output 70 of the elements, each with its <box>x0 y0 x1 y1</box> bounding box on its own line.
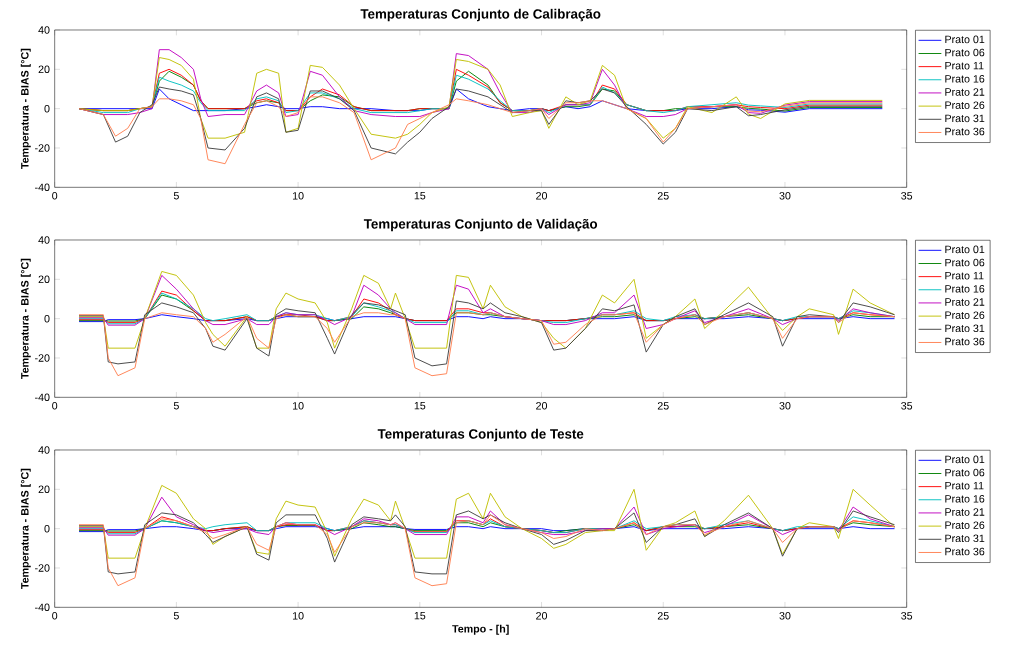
x-tick-label: 15 <box>414 402 426 410</box>
legend-label: Prato 11 <box>945 271 984 280</box>
legend-label: Prato 26 <box>945 521 985 529</box>
y-tick-label: -40 <box>35 393 50 402</box>
x-tick-label: 20 <box>536 402 548 410</box>
legend-label: Prato 16 <box>945 75 985 83</box>
x-tick-label: 10 <box>292 612 304 620</box>
x-tick-label: 10 <box>292 192 304 200</box>
y-tick-label: 20 <box>38 485 50 494</box>
legend-label: Prato 21 <box>945 88 985 96</box>
x-tick-label: 5 <box>173 402 179 410</box>
legend-label: Prato 31 <box>945 534 985 543</box>
x-tick-label: 15 <box>414 612 426 620</box>
x-tick-label: 30 <box>779 612 791 620</box>
legend-label: Prato 11 <box>945 481 984 490</box>
chart-title: Temperaturas Conjunto de Teste <box>377 428 584 442</box>
legend-label: Prato 16 <box>945 495 985 503</box>
y-tick-label: -20 <box>35 354 50 362</box>
y-tick-label: 20 <box>38 65 50 74</box>
x-tick-label: 15 <box>414 192 426 200</box>
legend-label: Prato 11 <box>945 61 984 70</box>
legend-label: Prato 31 <box>945 324 985 333</box>
legend-label: Prato 01 <box>945 245 985 254</box>
chart-title: Temperaturas Conjunto de Validação <box>363 218 598 232</box>
x-tick-label: 30 <box>779 402 791 410</box>
x-tick-label: 20 <box>536 612 548 620</box>
y-tick-label: -20 <box>35 144 50 152</box>
legend-label: Prato 21 <box>945 508 985 516</box>
legend-label: Prato 36 <box>945 127 985 136</box>
y-axis-title: Temperatura - BIAS [°C] <box>20 468 31 589</box>
y-tick-label: 0 <box>44 524 50 533</box>
x-tick-label: 25 <box>657 402 669 410</box>
x-tick-label: 35 <box>901 612 913 620</box>
x-tick-label: 0 <box>52 402 58 410</box>
legend-label: Prato 01 <box>945 455 985 464</box>
x-tick-label: 35 <box>901 402 913 410</box>
y-axis-title: Temperatura - BIAS [°C] <box>20 258 31 379</box>
y-tick-label: 0 <box>44 104 50 113</box>
legend-label: Prato 01 <box>945 35 985 44</box>
legend-label: Prato 06 <box>945 468 985 477</box>
x-tick-label: 30 <box>779 192 791 200</box>
x-tick-label: 10 <box>292 402 304 410</box>
y-axis-title: Temperatura - BIAS [°C] <box>20 48 31 169</box>
y-tick-label: 0 <box>44 314 50 323</box>
y-tick-label: -40 <box>35 603 50 612</box>
chart-title: Temperaturas Conjunto de Calibração <box>360 8 601 22</box>
legend-label: Prato 36 <box>945 547 985 556</box>
x-tick-label: 0 <box>52 612 58 620</box>
y-tick-label: -40 <box>35 183 50 192</box>
legend-label: Prato 36 <box>945 337 985 346</box>
legend-label: Prato 26 <box>945 101 985 109</box>
legend-label: Prato 31 <box>945 114 985 123</box>
y-tick-label: 40 <box>38 26 50 34</box>
y-tick-label: 40 <box>38 236 50 244</box>
legend-label: Prato 06 <box>945 48 985 57</box>
y-tick-label: 40 <box>38 446 50 454</box>
x-tick-label: 5 <box>173 192 179 200</box>
legend-label: Prato 06 <box>945 258 985 267</box>
x-tick-label: 5 <box>173 612 179 620</box>
x-tick-label: 35 <box>901 192 913 200</box>
legend-label: Prato 21 <box>945 298 985 306</box>
x-tick-label: 25 <box>657 192 669 200</box>
legend-label: Prato 26 <box>945 311 985 319</box>
legend-label: Prato 16 <box>945 285 985 293</box>
y-tick-label: 20 <box>38 275 50 284</box>
x-tick-label: 20 <box>536 192 548 200</box>
x-tick-label: 25 <box>657 612 669 620</box>
x-axis-title: Tempo - [h] <box>452 624 509 635</box>
x-tick-label: 0 <box>52 192 58 200</box>
y-tick-label: -20 <box>35 564 50 572</box>
